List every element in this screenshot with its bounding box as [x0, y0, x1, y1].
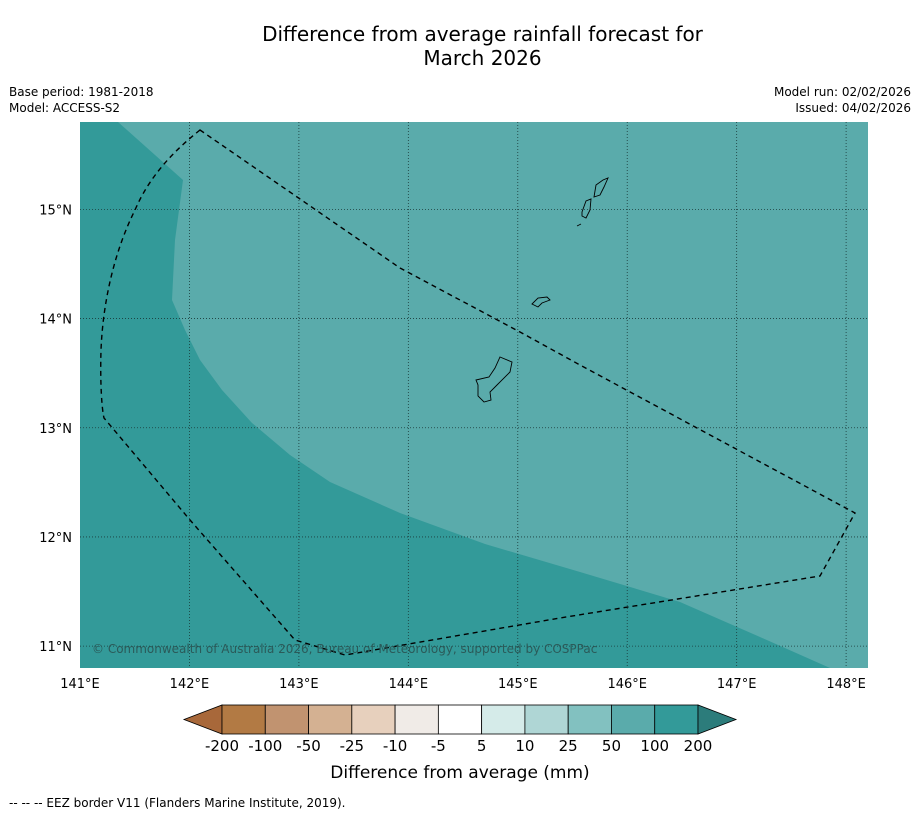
colorbar-tick-label: 50	[602, 737, 621, 755]
colorbar-tick-label: -5	[431, 737, 446, 755]
eez-legend-note: -- -- -- EEZ border V11 (Flanders Marine…	[9, 796, 346, 810]
map-area: © Commonwealth of Australia 2026, Bureau…	[80, 122, 868, 668]
colorbar-tick-label: 200	[684, 737, 713, 755]
island-guam	[475, 356, 513, 403]
colorbar-tick-label: -10	[383, 737, 408, 755]
colorbar-swatch	[264, 704, 309, 735]
colorbar-swatch	[221, 704, 266, 735]
latitude-tick-label: 14°N	[39, 313, 72, 328]
colorbar-swatch	[611, 704, 656, 735]
colorbar-tick-label: 10	[515, 737, 534, 755]
graticule	[80, 122, 868, 668]
island-aguijan	[576, 223, 582, 227]
colorbar-title: Difference from average (mm)	[330, 763, 589, 783]
latitude-tick-label: 15°N	[39, 203, 72, 218]
meta-right: Model run: 02/02/2026 Issued: 04/02/2026	[774, 84, 911, 116]
island-tinian	[581, 198, 592, 219]
colorbar-swatch	[351, 704, 396, 735]
longitude-labels: 141°E 142°E 143°E 144°E 145°E 146°E 147°E 148°E	[60, 677, 866, 692]
islands	[475, 177, 609, 403]
colorbar-labels: -200 -100 -50 -25 -10 -5 5 10 25 50 100 200	[205, 737, 712, 755]
latitude-tick-label: 12°N	[39, 531, 72, 546]
longitude-tick-label: 141°E	[60, 677, 100, 692]
latitude-tick-label: 11°N	[39, 640, 72, 655]
colorbar-swatch	[654, 704, 699, 735]
longitude-tick-label: 148°E	[826, 677, 866, 692]
colorbar-tick-label: -50	[296, 737, 321, 755]
colorbar-swatch	[308, 704, 353, 735]
longitude-tick-label: 145°E	[498, 677, 538, 692]
latitude-tick-label: 13°N	[39, 422, 72, 437]
colorbar-swatch	[437, 704, 483, 735]
longitude-tick-label: 144°E	[389, 677, 429, 692]
model-run-text: Model run: 02/02/2026	[773, 85, 911, 99]
colorbar-tick-label: -25	[340, 737, 365, 755]
colorbar-tick-label: 5	[477, 737, 487, 755]
colorbar-swatch	[524, 704, 569, 735]
map-title-line1: Difference from average rainfall forecas…	[262, 22, 703, 46]
island-saipan	[593, 177, 609, 198]
latitude-labels: 15°N 14°N 13°N 12°N 11°N	[39, 203, 72, 655]
longitude-tick-label: 146°E	[607, 677, 647, 692]
model-text: Model: ACCESS-S2	[9, 101, 121, 115]
meta-left: Base period: 1981-2018 Model: ACCESS-S2	[9, 84, 154, 116]
colorbar-tick-label: -200	[205, 737, 239, 755]
colorbar	[182, 704, 738, 735]
colorbar-extend-low	[182, 704, 223, 735]
colorbar-swatch	[567, 704, 612, 735]
forecast-map: © Commonwealth of Australia 2026, Bureau…	[39, 122, 868, 783]
colorbar-extend-high	[697, 704, 738, 735]
longitude-tick-label: 142°E	[170, 677, 210, 692]
map-title: Difference from average rainfall forecas…	[0, 22, 919, 70]
map-title-line2: March 2026	[423, 46, 542, 70]
colorbar-tick-label: 25	[559, 737, 578, 755]
eez-border	[100, 129, 856, 656]
copyright-text: © Commonwealth of Australia 2026, Bureau…	[92, 642, 597, 656]
colorbar-swatch	[481, 704, 526, 735]
base-period-text: Base period: 1981-2018	[9, 85, 154, 99]
colorbar-tick-label: -100	[248, 737, 282, 755]
colorbar-swatch	[394, 704, 439, 735]
issued-text: Issued: 04/02/2026	[795, 101, 911, 115]
island-rota	[531, 296, 551, 308]
colorbar-tick-label: 100	[640, 737, 669, 755]
longitude-tick-label: 143°E	[279, 677, 319, 692]
longitude-tick-label: 147°E	[717, 677, 757, 692]
rainfall-region-100-200	[118, 122, 868, 668]
